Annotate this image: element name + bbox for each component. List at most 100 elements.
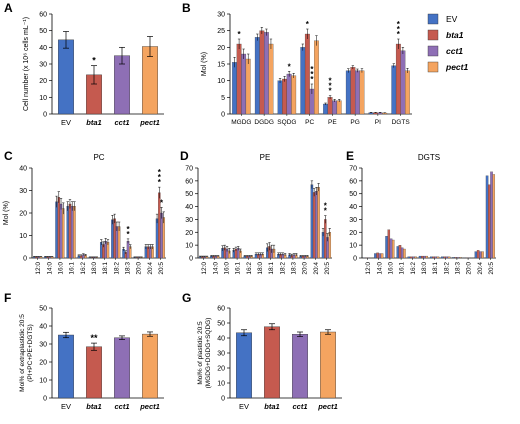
bar bbox=[312, 192, 316, 259]
bar bbox=[391, 65, 397, 115]
x-tick-label: PG bbox=[350, 119, 359, 126]
y-tick-label: 0 bbox=[189, 256, 193, 263]
significance-mark: * bbox=[158, 173, 162, 182]
significance-mark: * bbox=[329, 82, 333, 91]
y-tick-label: 50 bbox=[349, 191, 357, 198]
y-tick-label: 20 bbox=[39, 78, 47, 85]
bar bbox=[268, 43, 274, 115]
x-tick-label: 12:0 bbox=[35, 262, 42, 275]
bar bbox=[387, 229, 391, 259]
y-tick-label: 70 bbox=[185, 166, 193, 173]
bar bbox=[492, 174, 496, 259]
panel-A: A 0 10 20 30 40 50 60 Cell number (x 10⁶ cells m… bbox=[4, 1, 164, 127]
bar bbox=[58, 334, 74, 399]
panel-letter: E bbox=[346, 149, 354, 163]
y-tick-label: 0 bbox=[23, 256, 27, 263]
significance-mark: * bbox=[310, 75, 314, 84]
significance-mark: * bbox=[310, 70, 314, 79]
bar bbox=[323, 103, 328, 115]
bar bbox=[392, 239, 395, 259]
y-tick-label: 50 bbox=[185, 191, 193, 198]
y-tick-label: 30 bbox=[217, 351, 225, 358]
bar bbox=[68, 203, 72, 259]
bar bbox=[113, 218, 116, 259]
x-tick-label: DGDG bbox=[254, 119, 274, 126]
x-tick-label: 20:4 bbox=[147, 262, 154, 275]
bar bbox=[400, 247, 404, 259]
significance-mark: * bbox=[92, 56, 96, 66]
bar bbox=[254, 37, 260, 115]
bar bbox=[232, 62, 237, 115]
y-tick-label: 70 bbox=[349, 166, 357, 173]
y-tick-label: 20 bbox=[19, 211, 27, 218]
x-tick-label: PI bbox=[375, 119, 381, 126]
x-tick-label: 12:0 bbox=[201, 262, 208, 275]
y-axis-label-2: (MGDG+DGDG+SQDG) bbox=[205, 318, 212, 389]
x-tick-label: bta1 bbox=[86, 118, 101, 127]
x-tick-label: 18:0 bbox=[421, 262, 428, 275]
panel-letter: F bbox=[4, 291, 11, 305]
y-tick-label: 30 bbox=[39, 342, 47, 349]
bar bbox=[425, 255, 429, 259]
bar bbox=[282, 78, 288, 115]
y-tick-label: 30 bbox=[349, 217, 357, 224]
y-tick-label: 40 bbox=[39, 45, 47, 52]
y-axis-label: Mol (%) bbox=[201, 52, 208, 76]
y-tick-label: 20 bbox=[217, 366, 225, 373]
bar bbox=[398, 245, 402, 259]
bar bbox=[476, 250, 480, 259]
panel-E: E DGTS 0 10 20 30 40 50 60 70 12:0 14:0 16:0 16:1 16:2… bbox=[346, 149, 496, 275]
legend-label: cct1 bbox=[446, 46, 463, 56]
bar bbox=[409, 256, 413, 259]
bar bbox=[490, 171, 493, 259]
bar bbox=[286, 73, 292, 115]
significance-mark: * bbox=[397, 20, 401, 29]
bar bbox=[320, 331, 336, 399]
x-tick-label: 16:2 bbox=[410, 262, 417, 275]
bar bbox=[236, 332, 252, 399]
y-tick-label: 30 bbox=[185, 217, 193, 224]
x-tick-label: cct1 bbox=[114, 118, 129, 127]
bar bbox=[300, 47, 306, 115]
bar bbox=[142, 333, 158, 399]
bar bbox=[395, 43, 401, 115]
x-tick-label: 20:5 bbox=[324, 262, 331, 275]
x-tick-label: 16:1 bbox=[69, 262, 76, 275]
x-tick-label: 18:1 bbox=[268, 262, 275, 275]
bar bbox=[117, 226, 121, 259]
x-tick-label: 18:0 bbox=[91, 262, 98, 275]
x-tick-label: 12:0 bbox=[365, 262, 372, 275]
significance-mark: ** bbox=[90, 333, 98, 343]
bar bbox=[292, 334, 308, 399]
significance-mark: * bbox=[160, 198, 164, 207]
bar bbox=[432, 256, 435, 259]
panel-title: DGTS bbox=[418, 153, 440, 162]
x-tick-label: 20:4 bbox=[477, 262, 484, 275]
bar bbox=[423, 255, 426, 259]
significance-mark: * bbox=[310, 65, 314, 74]
x-tick-label: EV bbox=[239, 402, 249, 411]
bar bbox=[162, 217, 166, 259]
bar bbox=[459, 257, 462, 259]
bar bbox=[389, 238, 393, 259]
panel-letter: G bbox=[182, 291, 191, 305]
significance-mark: * bbox=[324, 202, 328, 211]
bar bbox=[378, 253, 382, 259]
x-tick-label: 16:0 bbox=[57, 262, 64, 275]
panel-letter: B bbox=[182, 1, 191, 15]
y-tick-label: 10 bbox=[19, 233, 27, 240]
bar bbox=[55, 201, 58, 259]
bar bbox=[241, 53, 247, 115]
bar bbox=[445, 256, 449, 259]
bar bbox=[155, 218, 159, 259]
x-tick-label: cct1 bbox=[292, 402, 307, 411]
bar bbox=[70, 206, 74, 259]
bar bbox=[355, 70, 360, 115]
y-tick-label: 10 bbox=[217, 381, 225, 388]
bar bbox=[359, 70, 365, 115]
y-tick-label: 40 bbox=[349, 204, 357, 211]
y-tick-label: 0 bbox=[353, 256, 357, 263]
x-tick-label: 16:1 bbox=[235, 262, 242, 275]
x-tick-label: DGTS bbox=[392, 119, 411, 126]
x-tick-label: SQDG bbox=[277, 119, 296, 126]
